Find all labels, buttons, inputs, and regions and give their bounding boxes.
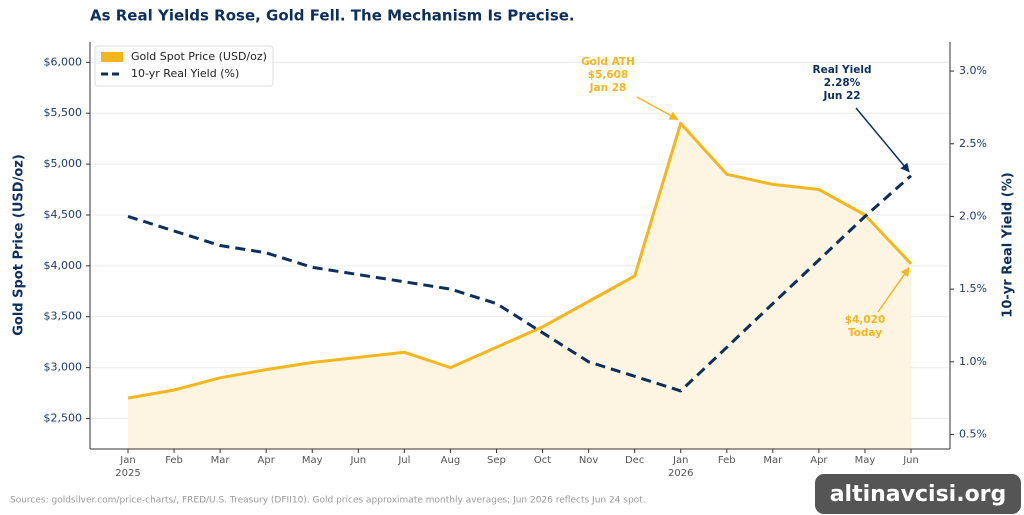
annotation-text: Jan 28	[589, 82, 627, 94]
chart-title: As Real Yields Rose, Gold Fell. The Mech…	[90, 7, 575, 25]
x-tick-label: Jan 2026	[668, 455, 693, 479]
x-tick-label: Jun	[902, 455, 919, 466]
annotation-text: $5,608	[588, 69, 629, 81]
source-note: Sources: goldsilver.com/price-charts/, F…	[10, 496, 646, 506]
x-tick-label: May	[302, 455, 323, 466]
annotation-text: Real Yield	[813, 64, 872, 76]
watermark-box	[815, 474, 1021, 514]
annotation-arrow	[877, 267, 910, 313]
x-tick-label: Feb	[165, 455, 183, 466]
y2-tick-label: 3.0%	[959, 64, 987, 77]
watermark: altinavcisi.org	[830, 482, 1007, 507]
y2-tick-label: 1.5%	[959, 282, 987, 295]
y-tick-label: $4,000	[44, 259, 83, 272]
y-tick-label: $2,500	[44, 411, 83, 424]
x-tick-label: Apr	[810, 455, 828, 466]
x-tick-label: Oct	[534, 455, 551, 466]
y-tick-label: $3,500	[44, 310, 83, 323]
line	[127, 121, 913, 400]
x-tick-label: Feb	[718, 455, 736, 466]
x-tick-label: Dec	[625, 455, 644, 466]
annotation-text: Jun 22	[822, 90, 860, 102]
area	[128, 123, 912, 450]
y-tick-label: $5,000	[44, 157, 83, 170]
x-tick-label: Mar	[211, 455, 231, 466]
annotation-text: Today	[848, 327, 882, 339]
x-tick-label: Jul	[397, 455, 410, 466]
legend-label: Gold Spot Price (USD/oz)	[131, 50, 267, 63]
y-axis-label: Gold Spot Price (USD/oz)	[12, 154, 27, 336]
legend-label: 10-yr Real Yield (%)	[131, 67, 239, 80]
annotation-arrow	[855, 107, 910, 173]
legend-box	[94, 45, 274, 87]
x-tick-label: Nov	[579, 455, 599, 466]
legend-swatch	[101, 52, 123, 62]
y-tick-label: $4,500	[44, 208, 83, 221]
y2-tick-label: 2.5%	[959, 137, 987, 150]
x-tick-label: Jan 2025	[115, 455, 140, 479]
y2-axis-label: 10-yr Real Yield (%)	[1001, 172, 1016, 317]
y-tick-label: $3,000	[44, 361, 83, 374]
annotation-text: $4,020	[845, 314, 886, 326]
x-tick-label: Aug	[441, 455, 461, 466]
y2-tick-label: 0.5%	[959, 427, 987, 440]
annotation-text: Gold ATH	[581, 56, 635, 68]
x-tick-label: Jun	[349, 455, 366, 466]
x-tick-label: May	[855, 455, 876, 466]
x-tick-label: Sep	[487, 455, 506, 466]
y-tick-label: $6,000	[44, 55, 83, 68]
annotation-arrow	[636, 96, 679, 121]
x-tick-label: Apr	[258, 455, 276, 466]
annotation-text: 2.28%	[824, 77, 861, 89]
legend: Gold Spot Price (USD/oz) 10-yr Real Yield…	[94, 45, 274, 87]
y-tick-label: $5,500	[44, 106, 83, 119]
y2-tick-label: 2.0%	[959, 209, 987, 222]
x-tick-label: Mar	[763, 455, 783, 466]
line	[127, 174, 912, 393]
y2-tick-label: 1.0%	[959, 355, 987, 368]
